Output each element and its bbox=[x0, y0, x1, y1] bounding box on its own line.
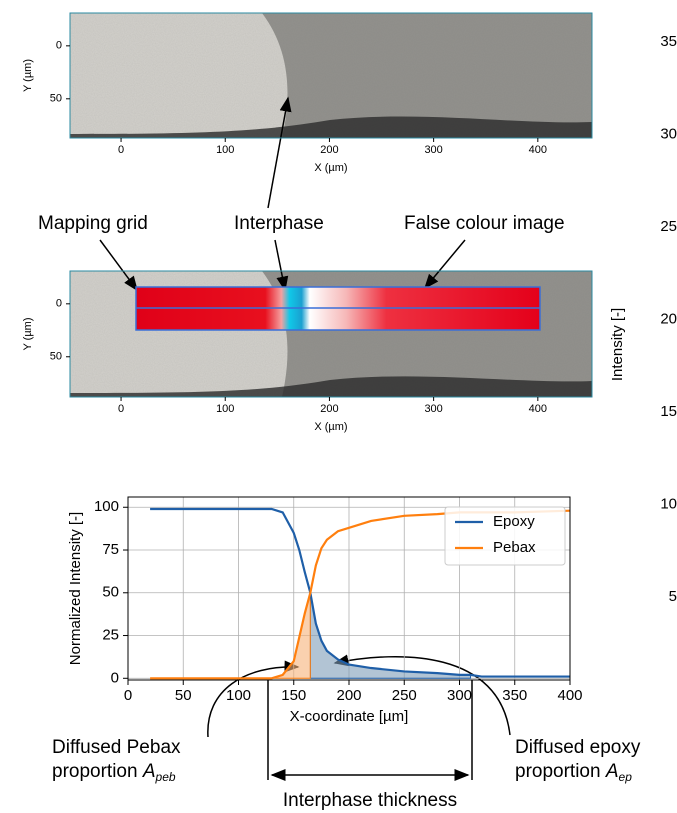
x-tick-label: 250 bbox=[392, 687, 417, 704]
y-tick-label: 75 bbox=[102, 541, 119, 558]
x-tick-label: 100 bbox=[216, 403, 234, 415]
y-tick-label: 0 bbox=[56, 40, 62, 52]
annotation: Diffused Pebax bbox=[52, 737, 181, 758]
y-axis-label: Y (µm) bbox=[22, 317, 34, 350]
y-tick-label: 50 bbox=[50, 93, 62, 105]
annotation-part: proportion bbox=[52, 761, 143, 782]
annotation-part: A bbox=[142, 761, 156, 782]
annotation: Diffused epoxy bbox=[515, 737, 641, 758]
x-axis-label: X (µm) bbox=[314, 162, 347, 174]
annotation-part: peb bbox=[155, 770, 176, 784]
x-axis-label: X-coordinate [µm] bbox=[290, 708, 409, 725]
y-tick-label: 50 bbox=[50, 351, 62, 363]
x-tick-label: 400 bbox=[529, 403, 547, 415]
y-axis-label: Y (µm) bbox=[22, 59, 34, 92]
y-tick-label: 0 bbox=[111, 669, 119, 686]
legend-label: Epoxy bbox=[493, 513, 535, 530]
x-tick-label: 100 bbox=[226, 687, 251, 704]
x-tick-label: 400 bbox=[557, 687, 582, 704]
y-tick-label: 30 bbox=[660, 125, 677, 142]
x-tick-label: 300 bbox=[424, 403, 442, 415]
x-tick-label: 150 bbox=[281, 687, 306, 704]
x-tick-label: 400 bbox=[529, 144, 547, 156]
micrograph-top bbox=[70, 13, 592, 138]
legend-label: Pebax bbox=[493, 539, 536, 556]
x-axis-label: X (µm) bbox=[314, 421, 347, 433]
figure: Mapping grid Interphase False colour ima… bbox=[0, 0, 677, 813]
annotation: Interphase bbox=[234, 213, 324, 234]
y-tick-label: 10 bbox=[660, 495, 677, 512]
x-tick-label: 0 bbox=[118, 403, 124, 415]
annotation: Interphase thickness bbox=[283, 790, 457, 811]
x-tick-label: 0 bbox=[124, 687, 132, 704]
x-tick-label: 100 bbox=[216, 144, 234, 156]
x-tick-label: 350 bbox=[502, 687, 527, 704]
annotation-part: ep bbox=[619, 770, 633, 784]
y-tick-label: 25 bbox=[102, 627, 119, 644]
annotation: proportion Apeb bbox=[52, 761, 176, 784]
y-tick-label: 15 bbox=[660, 403, 677, 420]
x-tick-label: 200 bbox=[320, 144, 338, 156]
x-tick-label: 300 bbox=[447, 687, 472, 704]
x-tick-label: 200 bbox=[320, 403, 338, 415]
y-tick-label: 100 bbox=[94, 498, 119, 515]
y-tick-label: 0 bbox=[56, 298, 62, 310]
y-tick-label: 25 bbox=[660, 218, 677, 235]
annotation-part: A bbox=[605, 761, 619, 782]
y-axis-label: Normalized Intensity [-] bbox=[67, 512, 84, 665]
annotation: False colour image bbox=[404, 213, 565, 234]
y-tick-label: 20 bbox=[660, 310, 677, 327]
x-tick-label: 300 bbox=[424, 144, 442, 156]
y-axis-label: Intensity [-] bbox=[609, 308, 626, 381]
annotation: Mapping grid bbox=[38, 213, 148, 234]
annotation: proportion Aep bbox=[515, 761, 632, 784]
x-tick-label: 50 bbox=[175, 687, 192, 704]
y-tick-label: 5 bbox=[669, 588, 677, 605]
y-tick-label: 35 bbox=[660, 33, 677, 50]
x-tick-label: 200 bbox=[336, 687, 361, 704]
x-tick-label: 0 bbox=[118, 144, 124, 156]
annotation-part: proportion bbox=[515, 761, 606, 782]
y-tick-label: 50 bbox=[102, 584, 119, 601]
